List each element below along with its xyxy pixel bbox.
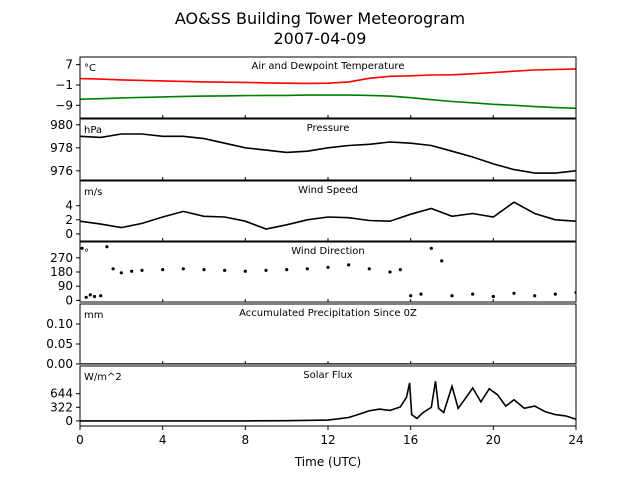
wind-direction-point	[119, 271, 123, 275]
temperature-y-tick-label: −1	[55, 78, 73, 92]
wind-speed-y-tick-label: 4	[65, 199, 73, 213]
wind-direction-y-tick-label: 90	[58, 279, 73, 293]
wind-direction-point	[347, 263, 351, 267]
x-tick-label: 12	[320, 433, 335, 447]
wind-direction-point	[553, 292, 557, 296]
wind-direction-point	[181, 267, 185, 271]
wind-direction-point	[92, 294, 97, 299]
wind-direction-point	[471, 292, 475, 296]
wind-direction-point	[429, 246, 433, 250]
temperature-y-tick-label: 7	[65, 58, 73, 72]
wind-direction-point	[491, 294, 495, 299]
solar-flux-y-tick-label: 0	[65, 414, 73, 428]
temperature-plot-area	[80, 68, 576, 110]
wind-speed-plot-area	[80, 201, 576, 230]
wind-direction-point	[88, 293, 92, 297]
wind-direction-y-tick-label: 0	[65, 293, 73, 307]
wind-direction-point	[202, 268, 206, 272]
x-axis: 0 4 8 12 16 20 24	[76, 426, 584, 447]
wind-direction-panel-title: Wind Direction	[291, 246, 365, 257]
wind-direction-point	[161, 268, 165, 272]
x-tick-label: 24	[568, 433, 583, 447]
pressure-series-line-1	[80, 133, 576, 174]
wind-direction-plot-area	[80, 245, 576, 299]
wind-direction-y-tick-label: 270	[50, 251, 73, 265]
wind-direction-point	[105, 245, 109, 249]
wind-direction-point	[512, 291, 516, 295]
precipitation-panel-title: Accumulated Precipitation Since 0Z	[239, 308, 417, 319]
wind-direction-y-tick-label: 180	[50, 265, 73, 279]
precipitation-unit-label: mm	[84, 310, 103, 321]
panel-precipitation: 0.10 0.05 0.00 Accumulated Precipitation Si…	[46, 303, 577, 371]
panel-temperature: 7 −1 −9 Air and Dewpoint Temperature °C	[55, 56, 577, 119]
pressure-y-tick-label: 976	[50, 164, 73, 178]
temperature-series-line-1	[80, 68, 576, 85]
wind-direction-point	[409, 294, 413, 298]
temperature-series-line-2	[80, 94, 576, 110]
wind-direction-point	[140, 268, 144, 272]
figure-date: 2007-04-09	[274, 29, 367, 48]
pressure-y-tick-label: 978	[50, 141, 73, 155]
solar-flux-y-tick-label: 322	[50, 400, 73, 414]
temperature-unit-label: °C	[84, 63, 96, 74]
x-tick-label: 16	[403, 433, 418, 447]
wind-direction-point	[99, 294, 103, 298]
x-axis-label: Time (UTC)	[294, 455, 361, 469]
wind-direction-point	[419, 292, 423, 296]
panels-group: 7 −1 −9 Air and Dewpoint Temperature °C 980 97…	[46, 56, 577, 428]
x-tick-label: 4	[159, 433, 167, 447]
wind-speed-y-tick-label: 0	[65, 227, 73, 241]
wind-direction-point	[285, 268, 289, 272]
pressure-plot-area	[80, 133, 576, 174]
temperature-y-tick-label: −9	[55, 98, 73, 112]
wind-speed-panel-title: Wind Speed	[298, 185, 358, 196]
solar-flux-plot-area	[80, 381, 576, 422]
wind-direction-point	[388, 270, 392, 274]
wind-direction-point	[243, 269, 247, 273]
wind-direction-point	[440, 259, 444, 263]
wind-direction-point	[305, 267, 309, 271]
pressure-y-tick-label: 980	[50, 118, 73, 132]
precipitation-y-tick-label: 0.00	[46, 357, 73, 371]
wind-direction-point	[398, 268, 402, 272]
x-tick-label: 20	[486, 433, 501, 447]
figure-title: AO&SS Building Tower Meteorogram	[175, 9, 465, 28]
solar-flux-series-line-1	[80, 381, 576, 422]
solar-flux-unit-label: W/m^2	[84, 372, 122, 383]
panel-pressure: 980 978 976 Pressure hPa	[50, 118, 577, 181]
x-tick-label: 0	[76, 433, 84, 447]
x-tick-label: 8	[241, 433, 249, 447]
wind-direction-point	[533, 294, 537, 298]
pressure-panel-title: Pressure	[307, 123, 350, 134]
wind-direction-point	[326, 265, 330, 269]
temperature-panel-title: Air and Dewpoint Temperature	[252, 61, 405, 72]
wind-direction-point	[264, 268, 268, 272]
solar-flux-y-tick-label: 644	[50, 387, 73, 401]
solar-flux-panel-title: Solar Flux	[303, 370, 353, 381]
wind-direction-point	[367, 267, 371, 271]
wind-direction-point	[80, 246, 84, 250]
wind-direction-point	[84, 295, 88, 299]
panel-wind-speed: 420 Wind Speed m/s	[65, 180, 577, 242]
wind-speed-series-line-1	[80, 201, 576, 230]
wind-direction-unit-label: °	[84, 248, 89, 259]
wind-speed-unit-label: m/s	[84, 187, 102, 198]
precipitation-y-tick-label: 0.05	[46, 337, 73, 351]
wind-direction-point	[130, 269, 134, 273]
precipitation-y-tick-label: 0.10	[46, 317, 73, 331]
wind-direction-point	[223, 268, 227, 272]
wind-direction-point	[450, 294, 454, 298]
wind-speed-y-tick-label: 2	[65, 213, 73, 227]
pressure-unit-label: hPa	[84, 125, 102, 136]
wind-direction-point	[111, 267, 115, 271]
